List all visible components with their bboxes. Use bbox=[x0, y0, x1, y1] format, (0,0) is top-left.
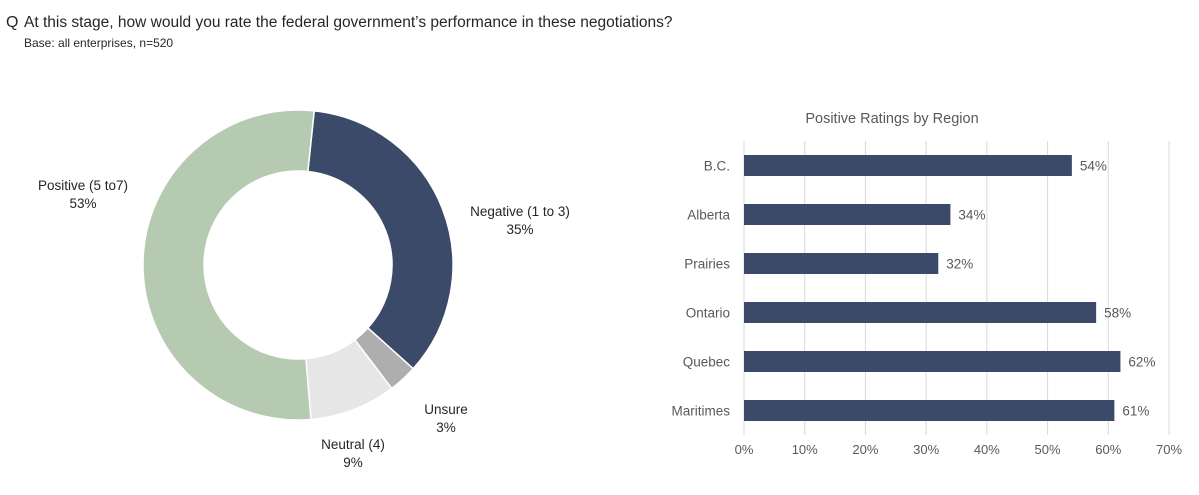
bar-ontario bbox=[744, 302, 1097, 323]
value-label-quebec: 62% bbox=[1128, 355, 1155, 370]
donut-label-unsure: Unsure bbox=[424, 402, 468, 417]
donut-chart: Negative (1 to 3) 35% Unsure 3% Neutral (4) 9… bbox=[38, 109, 570, 470]
donut-label-negative-1-to-3: Negative (1 to 3) bbox=[470, 204, 570, 219]
base-note: Base: all enterprises, n=520 bbox=[24, 36, 174, 50]
category-label-ontario: Ontario bbox=[686, 306, 730, 321]
category-label-prairies: Prairies bbox=[684, 257, 730, 272]
donut-label-positive-5-to7: Positive (5 to7) bbox=[38, 178, 128, 193]
question-text: At this stage, how would you rate the fe… bbox=[24, 14, 673, 31]
x-tick-label-70: 70% bbox=[1156, 442, 1182, 457]
question-marker: Q bbox=[6, 14, 19, 31]
x-tick-label-0: 0% bbox=[735, 442, 754, 457]
x-tick-label-60: 60% bbox=[1095, 442, 1121, 457]
value-label-alberta: 34% bbox=[958, 208, 985, 223]
category-label-b-c: B.C. bbox=[704, 159, 730, 174]
x-tick-label-10: 10% bbox=[792, 442, 818, 457]
value-label-b-c: 54% bbox=[1080, 159, 1107, 174]
bar-quebec bbox=[744, 351, 1121, 372]
bar-maritimes bbox=[744, 400, 1115, 421]
x-tick-label-40: 40% bbox=[974, 442, 1000, 457]
donut-slice-positive-5-to7 bbox=[142, 109, 316, 421]
donut-value-negative-1-to-3: 35% bbox=[506, 222, 533, 237]
donut-value-neutral-4: 9% bbox=[343, 455, 363, 470]
value-label-prairies: 32% bbox=[946, 257, 973, 272]
bar-b-c bbox=[744, 155, 1072, 176]
donut-value-unsure: 3% bbox=[436, 420, 456, 435]
x-tick-label-30: 30% bbox=[913, 442, 939, 457]
bar-prairies bbox=[744, 253, 939, 274]
category-label-quebec: Quebec bbox=[683, 355, 731, 370]
bar-alberta bbox=[744, 204, 951, 225]
category-label-alberta: Alberta bbox=[687, 208, 730, 223]
category-label-maritimes: Maritimes bbox=[671, 404, 730, 419]
donut-label-neutral-4: Neutral (4) bbox=[321, 437, 385, 452]
donut-value-positive-5-to7: 53% bbox=[69, 196, 96, 211]
bar-chart-title: Positive Ratings by Region bbox=[805, 111, 978, 127]
x-tick-label-50: 50% bbox=[1035, 442, 1061, 457]
donut-slice-negative-1-to-3 bbox=[307, 110, 454, 370]
value-label-ontario: 58% bbox=[1104, 306, 1131, 321]
x-tick-label-20: 20% bbox=[852, 442, 878, 457]
region-bar-chart: Positive Ratings by Region 0% 10% 20% 30% 40%… bbox=[671, 111, 1182, 457]
value-label-maritimes: 61% bbox=[1122, 404, 1149, 419]
